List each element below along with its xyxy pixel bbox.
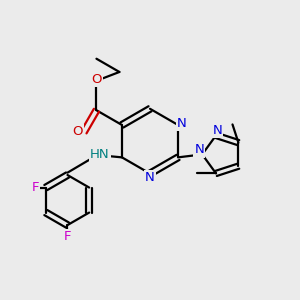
Text: N: N — [177, 117, 187, 130]
Text: N: N — [194, 143, 204, 157]
Text: HN: HN — [90, 148, 110, 161]
Text: F: F — [32, 181, 39, 194]
Text: N: N — [213, 124, 222, 136]
Text: O: O — [72, 125, 83, 138]
Text: F: F — [64, 230, 71, 243]
Text: N: N — [145, 171, 155, 184]
Text: O: O — [91, 73, 102, 86]
